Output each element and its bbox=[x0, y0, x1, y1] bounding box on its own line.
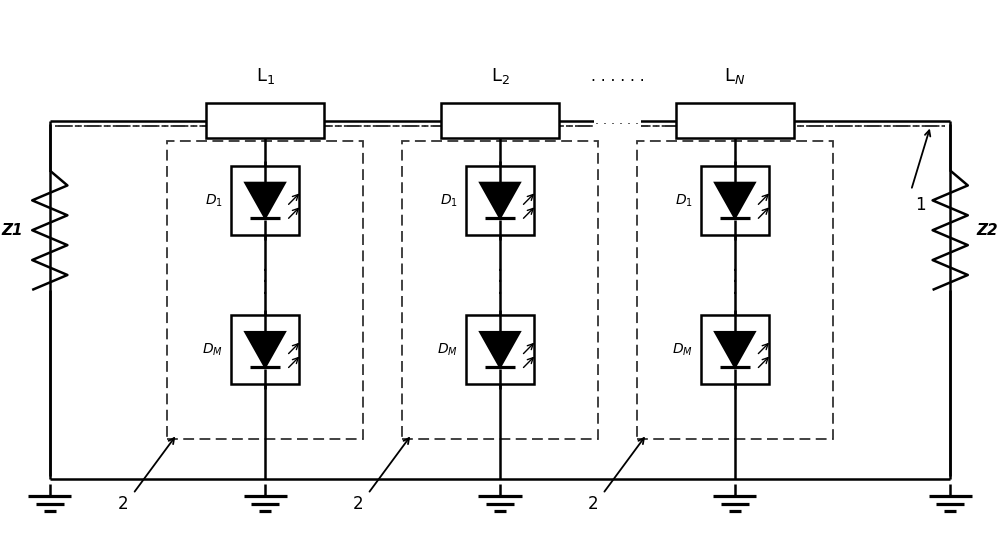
Bar bbox=[701, 315, 769, 384]
Bar bbox=[637, 140, 833, 439]
Bar bbox=[466, 166, 534, 235]
Text: . . . . . .: . . . . . . bbox=[591, 69, 644, 84]
Text: .: . bbox=[732, 279, 738, 299]
Text: .: . bbox=[732, 267, 738, 286]
Bar bbox=[231, 166, 299, 235]
Bar bbox=[402, 140, 598, 439]
Polygon shape bbox=[715, 183, 754, 218]
Text: $D_1$: $D_1$ bbox=[675, 192, 693, 208]
Text: $D_M$: $D_M$ bbox=[672, 341, 693, 358]
Text: .: . bbox=[497, 279, 503, 299]
Text: .: . bbox=[497, 267, 503, 286]
Bar bbox=[676, 103, 794, 138]
Text: $D_M$: $D_M$ bbox=[202, 341, 223, 358]
Text: $D_1$: $D_1$ bbox=[440, 192, 458, 208]
Text: .: . bbox=[732, 255, 738, 274]
Text: 2: 2 bbox=[353, 495, 363, 513]
Bar bbox=[441, 103, 559, 138]
Text: Z1: Z1 bbox=[2, 222, 23, 238]
Text: 1: 1 bbox=[916, 197, 926, 214]
Bar bbox=[466, 315, 534, 384]
Text: L$_1$: L$_1$ bbox=[256, 66, 275, 86]
Text: .: . bbox=[262, 255, 268, 274]
Text: $D_1$: $D_1$ bbox=[205, 192, 223, 208]
Text: . . . . . .: . . . . . . bbox=[595, 114, 639, 127]
Bar bbox=[167, 140, 363, 439]
Polygon shape bbox=[246, 183, 285, 218]
Bar bbox=[231, 315, 299, 384]
Bar bbox=[206, 103, 324, 138]
Text: 2: 2 bbox=[588, 495, 598, 513]
Text: . . . . . .: . . . . . . bbox=[595, 114, 639, 127]
Polygon shape bbox=[715, 332, 754, 367]
Text: 2: 2 bbox=[118, 495, 129, 513]
Text: $D_M$: $D_M$ bbox=[437, 341, 458, 358]
Bar bbox=[701, 166, 769, 235]
Polygon shape bbox=[480, 332, 520, 367]
Text: L$_N$: L$_N$ bbox=[724, 66, 746, 86]
Text: Z2: Z2 bbox=[977, 222, 998, 238]
Polygon shape bbox=[480, 183, 520, 218]
Text: .: . bbox=[262, 267, 268, 286]
Text: .: . bbox=[497, 255, 503, 274]
Polygon shape bbox=[246, 332, 285, 367]
Text: L$_2$: L$_2$ bbox=[491, 66, 509, 86]
Text: .: . bbox=[262, 279, 268, 299]
